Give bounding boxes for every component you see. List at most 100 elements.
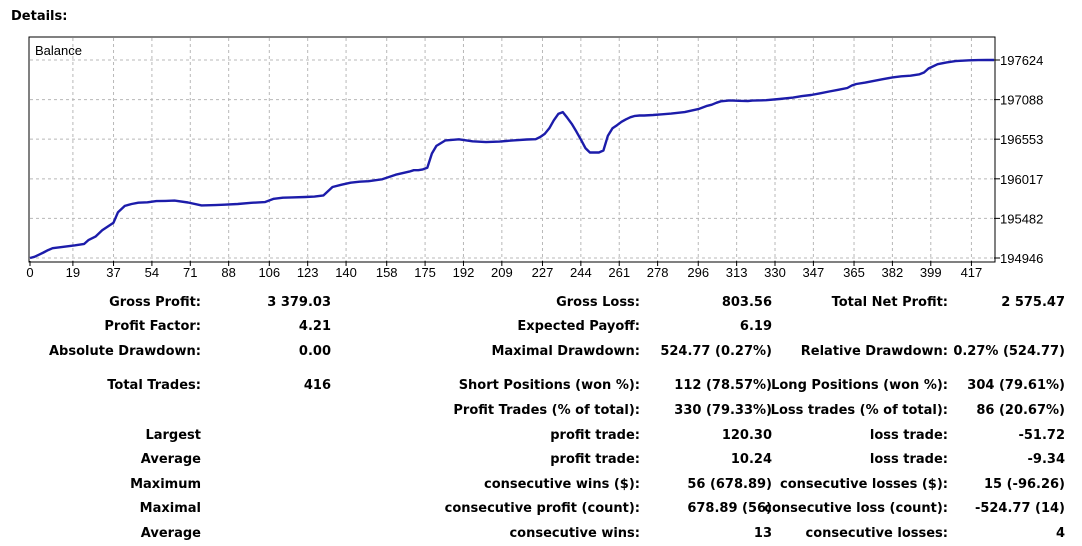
chart-title: Balance (35, 43, 82, 58)
avg-consec-losses-value: 4 (1055, 526, 1065, 541)
details-heading: Details: (11, 9, 68, 24)
short-positions-label: Short Positions (won %): (458, 378, 640, 393)
long-positions-value: 304 (79.61%) (967, 378, 1065, 393)
total-trades-value: 416 (303, 378, 331, 393)
stats-row-largest: Largest profit trade: 120.30 loss trade:… (0, 428, 1082, 448)
stats-row-profit-trades: Profit Trades (% of total): 330 (79.33%)… (0, 403, 1082, 423)
y-tick-label: 197624 (1000, 53, 1043, 68)
loss-trades-label: Loss trades (% of total): (770, 403, 948, 418)
x-tick-label: 417 (961, 265, 983, 280)
balance-line (29, 58, 994, 260)
max-consec-losses-value: 15 (-96.26) (983, 477, 1065, 492)
maximal-label: Maximal (139, 501, 201, 516)
largest-label: Largest (145, 428, 201, 443)
average-loss-label: loss trade: (869, 452, 948, 467)
profit-trades-value: 330 (79.33%) (674, 403, 772, 418)
gross-profit-value: 3 379.03 (267, 295, 331, 310)
profit-trades-label: Profit Trades (% of total): (453, 403, 640, 418)
profit-factor-label: Profit Factor: (104, 319, 201, 334)
avg-consec-wins-label: consecutive wins: (509, 526, 640, 541)
short-positions-value: 112 (78.57%) (674, 378, 772, 393)
average2-label: Average (140, 526, 201, 541)
stats-row-gross: Gross Profit: 3 379.03 Gross Loss: 803.5… (0, 295, 1082, 315)
largest-profit-value: 120.30 (721, 428, 772, 443)
stats-row-average-consec: Average consecutive wins: 13 consecutive… (0, 526, 1082, 546)
stats-row-profit-factor: Profit Factor: 4.21 Expected Payoff: 6.1… (0, 319, 1082, 339)
stats-row-trades: Total Trades: 416 Short Positions (won %… (0, 378, 1082, 398)
expected-payoff-value: 6.19 (739, 319, 772, 334)
x-tick-label: 123 (297, 265, 319, 280)
x-tick-label: 296 (687, 265, 709, 280)
x-tick-label: 140 (335, 265, 357, 280)
gross-loss-label: Gross Loss: (556, 295, 640, 310)
gross-profit-label: Gross Profit: (109, 295, 201, 310)
total-net-profit-value: 2 575.47 (1001, 295, 1065, 310)
avg-consec-losses-label: consecutive losses: (805, 526, 948, 541)
y-tick-label: 195482 (1000, 211, 1043, 226)
average-loss-value: -9.34 (1027, 452, 1065, 467)
gross-loss-value: 803.56 (721, 295, 772, 310)
relative-drawdown-label: Relative Drawdown: (800, 344, 948, 359)
expected-payoff-label: Expected Payoff: (517, 319, 640, 334)
average-profit-label: profit trade: (550, 452, 640, 467)
x-tick-label: 261 (608, 265, 630, 280)
plot-frame (28, 36, 996, 263)
x-tick-label: 106 (258, 265, 280, 280)
x-tick-label: 71 (183, 265, 197, 280)
y-tick-label: 194946 (1000, 251, 1043, 266)
x-tick-label: 158 (376, 265, 398, 280)
x-tick-label: 313 (726, 265, 748, 280)
long-positions-label: Long Positions (won %): (771, 378, 948, 393)
x-tick-label: 192 (453, 265, 475, 280)
maximal-consec-loss-value: -524.77 (14) (974, 501, 1065, 516)
maximal-consec-loss-label: consecutive loss (count): (764, 501, 948, 516)
y-tick-label: 197088 (1000, 93, 1043, 108)
x-tick-label: 0 (26, 265, 33, 280)
max-consec-wins-value: 56 (678.89) (687, 477, 772, 492)
avg-consec-wins-value: 13 (753, 526, 772, 541)
stats-row-maximal: Maximal consecutive profit (count): 678.… (0, 501, 1082, 521)
y-tick-label: 196017 (1000, 172, 1043, 187)
absolute-drawdown-value: 0.00 (298, 344, 331, 359)
stats-row-maximum: Maximum consecutive wins ($): 56 (678.89… (0, 477, 1082, 497)
y-tick-label: 196553 (1000, 132, 1043, 147)
largest-loss-value: -51.72 (1018, 428, 1065, 443)
x-tick-label: 209 (491, 265, 513, 280)
x-tick-label: 54 (145, 265, 159, 280)
largest-profit-label: profit trade: (550, 428, 640, 443)
maximal-drawdown-value: 524.77 (0.27%) (660, 344, 772, 359)
x-tick-label: 19 (66, 265, 80, 280)
average-label: Average (140, 452, 201, 467)
x-tick-label: 382 (882, 265, 904, 280)
stats-row-drawdown: Absolute Drawdown: 0.00 Maximal Drawdown… (0, 344, 1082, 364)
loss-trades-value: 86 (20.67%) (976, 403, 1065, 418)
average-profit-value: 10.24 (730, 452, 772, 467)
x-tick-label: 227 (532, 265, 554, 280)
maximal-consec-profit-value: 678.89 (56) (687, 501, 772, 516)
x-tick-label: 37 (106, 265, 120, 280)
absolute-drawdown-label: Absolute Drawdown: (49, 344, 201, 359)
stats-row-average: Average profit trade: 10.24 loss trade: … (0, 452, 1082, 472)
balance-series (29, 58, 994, 260)
x-tick-label: 330 (764, 265, 786, 280)
profit-factor-value: 4.21 (298, 319, 331, 334)
max-consec-losses-label: consecutive losses ($): (780, 477, 948, 492)
balance-chart: Balance 0 19 37 54 71 88 106 123 140 158 175 192 209… (26, 36, 1043, 280)
relative-drawdown-value: 0.27% (524.77) (953, 344, 1065, 359)
x-tick-label: 88 (221, 265, 235, 280)
x-tick-label: 365 (843, 265, 865, 280)
total-trades-label: Total Trades: (107, 378, 201, 393)
max-consec-wins-label: consecutive wins ($): (483, 477, 640, 492)
x-tick-label: 175 (414, 265, 436, 280)
largest-loss-label: loss trade: (869, 428, 948, 443)
x-tick-label: 278 (647, 265, 669, 280)
maximal-consec-profit-label: consecutive profit (count): (444, 501, 640, 516)
x-tick-label: 399 (920, 265, 942, 280)
x-tick-label: 347 (803, 265, 825, 280)
total-net-profit-label: Total Net Profit: (831, 295, 948, 310)
y-axis: 194946 195482 196017 196553 197088 197624 (994, 53, 1043, 266)
chart-grid (30, 38, 994, 261)
x-tick-label: 244 (570, 265, 592, 280)
maximum-label: Maximum (130, 477, 201, 492)
maximal-drawdown-label: Maximal Drawdown: (491, 344, 640, 359)
